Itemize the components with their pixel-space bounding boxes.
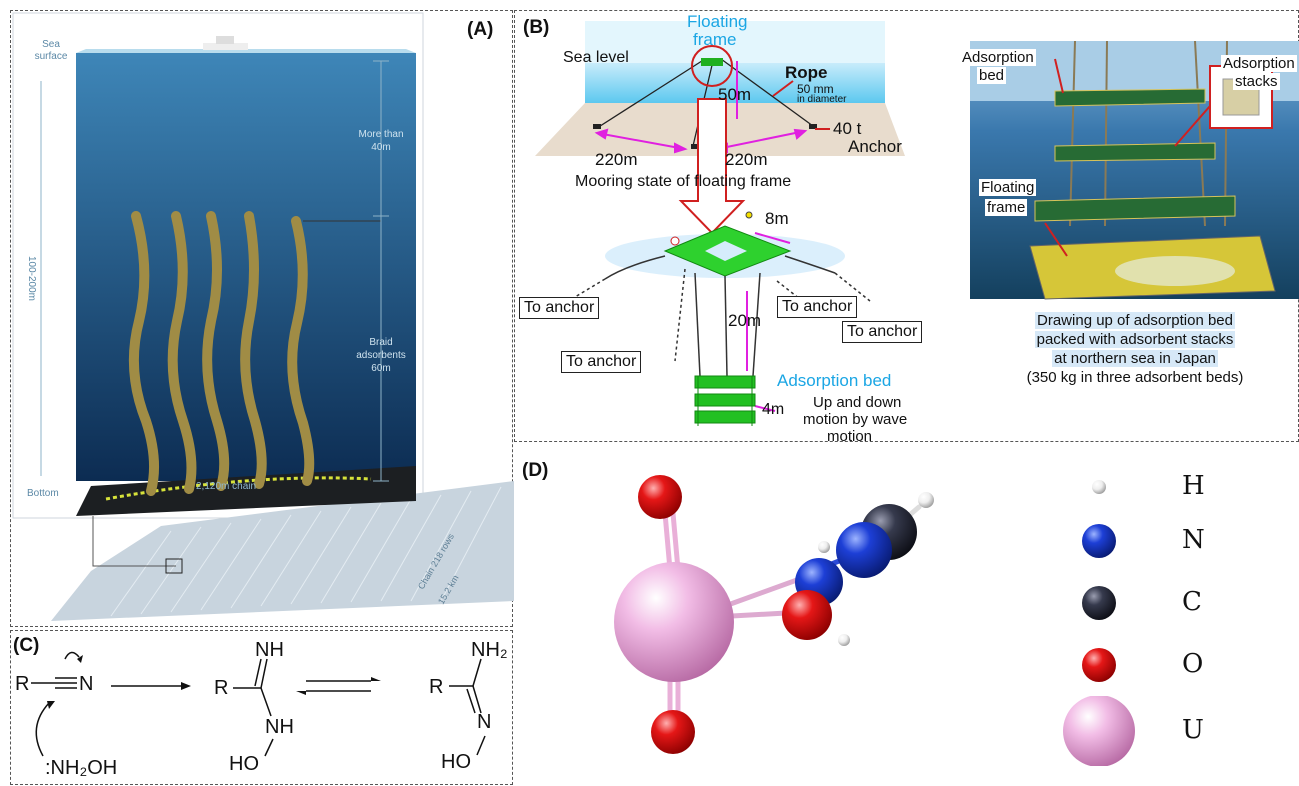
panel-a: (A) — [10, 10, 514, 627]
legend-atom-c — [1082, 586, 1116, 620]
legend-symbol-o: O — [1182, 649, 1204, 679]
label-depth-20m: 20m — [728, 311, 762, 330]
photo-label-stacks-2: stacks — [1233, 73, 1280, 90]
c-n1: N — [79, 673, 94, 695]
legend-atom-o — [1082, 648, 1116, 682]
panel-label-c: (C) — [13, 635, 40, 656]
legend-row-c: C — [1044, 572, 1234, 634]
to-anchor-box-4: To anchor — [561, 351, 642, 373]
legend-symbol-h: H — [1182, 471, 1205, 501]
to-anchor-box-2: To anchor — [777, 296, 858, 318]
c-ho-1: HO — [229, 753, 259, 775]
label-distance-left: 220m — [595, 150, 638, 169]
c-nh2oh: :NH₂OH — [45, 757, 118, 779]
c-r2: R — [214, 677, 229, 699]
legend-row-n: N — [1044, 510, 1234, 572]
label-wave-3: motion — [827, 428, 873, 445]
label-rope-diameter-1: 50 mm — [797, 82, 834, 96]
photo-label-frame-2: frame — [985, 199, 1028, 216]
c-nh-bottom: NH — [265, 716, 294, 738]
label-sea-surface: Sea surface — [34, 39, 68, 62]
photo-label-bed-2: bed — [977, 67, 1007, 84]
panel-label-a: (A) — [467, 19, 494, 40]
legend-atom-h — [1092, 480, 1106, 494]
label-frame-8m: 8m — [765, 209, 789, 228]
legend-row-h: H — [1044, 464, 1234, 510]
label-anchor: Anchor — [848, 137, 902, 156]
label-chain: 2,120m chain — [196, 481, 257, 492]
label-depth-50m: 50m — [718, 85, 752, 104]
label-depth-40m: 40m — [371, 142, 391, 153]
uranyl-molecule-model — [614, 475, 934, 754]
label-more-than: More than — [358, 129, 404, 140]
caption-line-2: packed with adsorbent stacks — [1034, 331, 1236, 348]
c-r1: R — [15, 673, 30, 695]
label-anchor-weight: 40 t — [833, 119, 862, 138]
label-wave-1: Up and down — [813, 394, 902, 411]
legend-symbol-u: U — [1182, 715, 1204, 745]
amidoxime-reaction-scheme — [31, 651, 486, 757]
label-floating: Floating — [687, 12, 748, 31]
photo-caption: Drawing up of adsorption bed packed with… — [970, 311, 1299, 387]
label-rope-diameter-2: in diameter — [797, 94, 847, 105]
label-sea-level: Sea level — [563, 49, 629, 66]
c-n3: N — [477, 711, 492, 733]
c-ho-2: HO — [441, 751, 471, 773]
panel-c: (C) R N :NH₂OH R NH NH HO R NH₂ N — [10, 630, 513, 785]
label-distance-right: 220m — [725, 150, 768, 169]
legend-row-u: U — [1044, 696, 1234, 766]
panel-b: (B) — [514, 10, 1299, 445]
legend-symbol-c: C — [1182, 587, 1202, 617]
adsorption-bed-stack — [694, 375, 756, 426]
photo-label-frame-1: Floating — [979, 179, 1037, 196]
ocean-column-illustration — [12, 12, 514, 621]
legend-symbol-n: N — [1182, 525, 1205, 555]
to-anchor-box-3: To anchor — [842, 321, 923, 343]
caption-line-4: (350 kg in three adsorbent beds) — [1026, 369, 1244, 386]
c-nh-top: NH — [255, 639, 284, 661]
label-wave-2: motion by wave — [803, 411, 908, 428]
photo-label-bed-1: Adsorption — [960, 49, 1036, 66]
label-bed-4m: 4m — [762, 401, 785, 418]
braid-adsorbents — [128, 211, 315, 496]
c-r3: R — [429, 676, 444, 698]
chain-field — [51, 481, 514, 621]
label-adsorption-bed: Adsorption bed — [777, 371, 892, 390]
label-rope: Rope — [785, 63, 828, 82]
caption-line-3: at northern sea in Japan — [1052, 350, 1218, 367]
label-mooring-state: Mooring state of floating frame — [575, 173, 792, 190]
label-braid: Braid — [369, 337, 393, 348]
c-nh2: NH₂ — [471, 639, 508, 661]
label-range: 100-200m — [26, 255, 38, 302]
caption-line-1: Drawing up of adsorption bed — [1035, 312, 1235, 329]
label-braid-length: 60m — [371, 363, 391, 374]
to-anchor-box-1: To anchor — [519, 297, 600, 319]
label-frame: frame — [693, 30, 737, 49]
legend-atom-n — [1082, 524, 1116, 558]
panel-label-b: (B) — [523, 17, 550, 38]
legend-row-o: O — [1044, 634, 1234, 696]
label-adsorbents: adsorbents — [356, 350, 406, 361]
label-bottom: Bottom — [27, 488, 59, 499]
panel-label-d: (D) — [522, 460, 549, 481]
photo-label-stacks-1: Adsorption — [1221, 55, 1297, 72]
legend-atom-u — [1063, 696, 1135, 766]
